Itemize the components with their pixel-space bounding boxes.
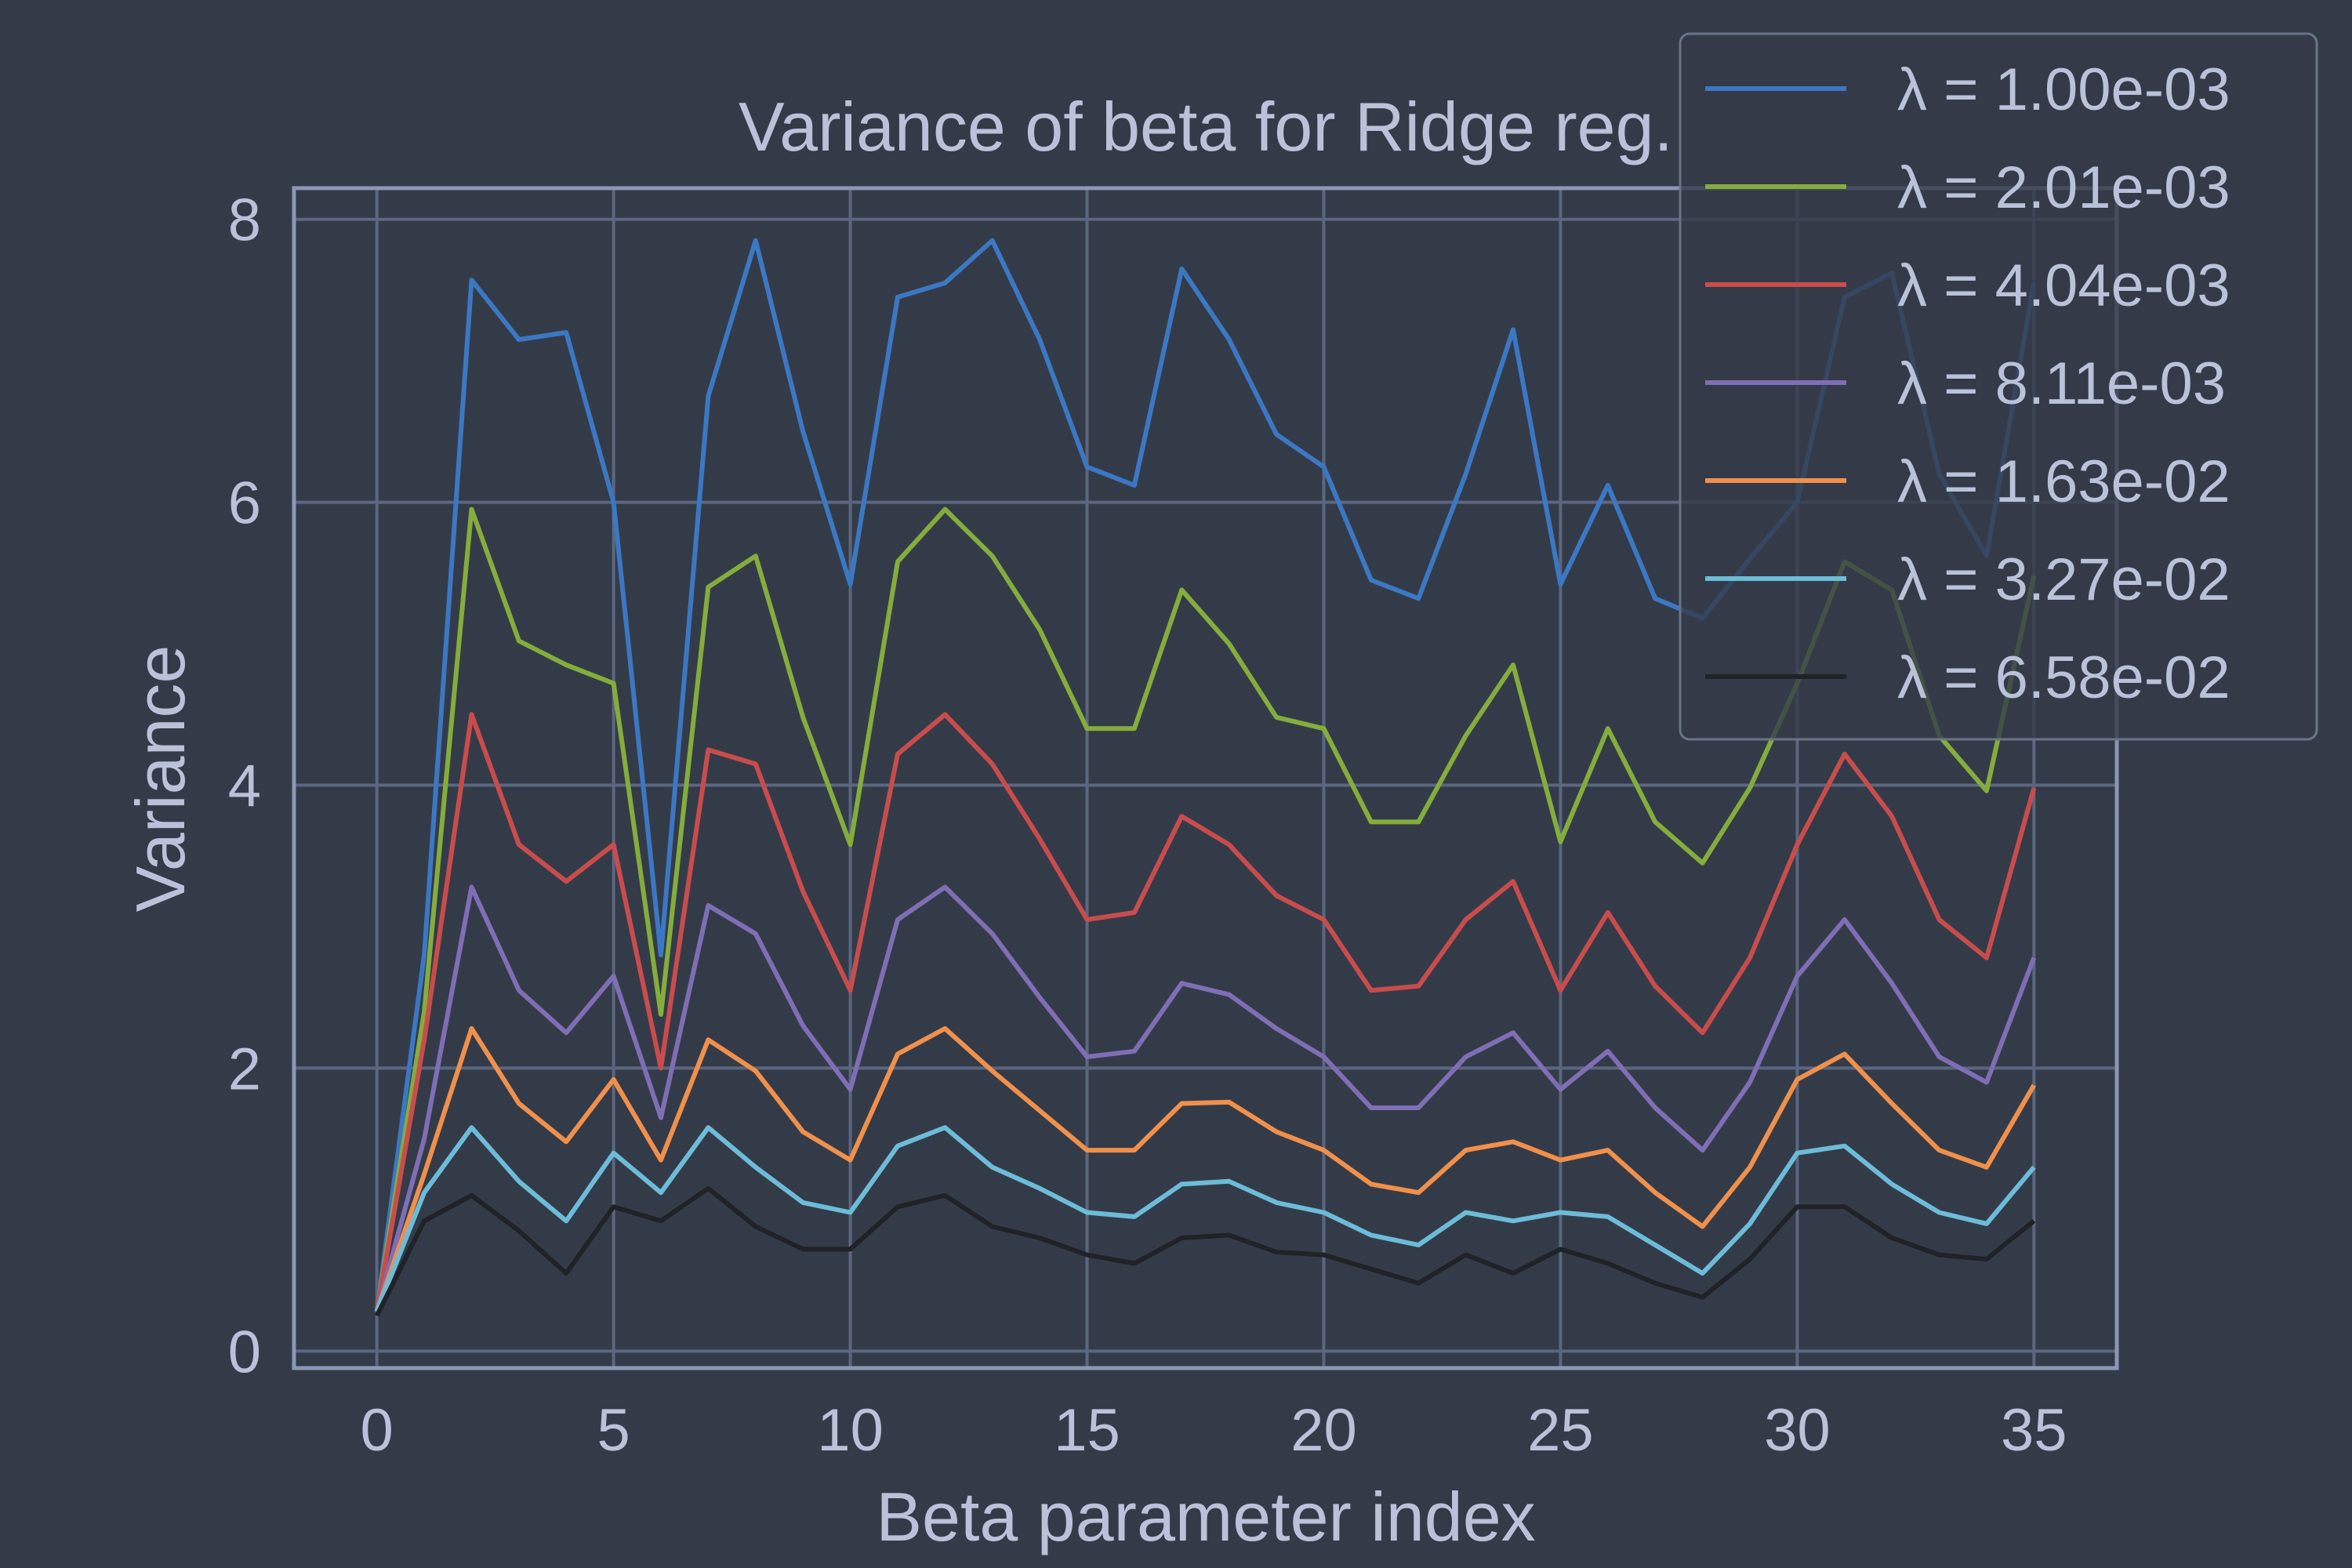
y-tick-label: 4 xyxy=(228,753,261,820)
legend-label-3: λ = 4.04e-03 xyxy=(1897,252,2230,319)
legend-label-7: λ = 6.58e-02 xyxy=(1897,644,2230,711)
series-line-7 xyxy=(375,1185,2036,1317)
plot-frame xyxy=(292,186,2119,1370)
y-tick-label: 2 xyxy=(228,1036,261,1102)
legend-label-5: λ = 1.63e-02 xyxy=(1897,448,2230,515)
x-tick-label: 5 xyxy=(597,1397,630,1464)
series-lines xyxy=(374,238,2037,1317)
x-tick-label: 0 xyxy=(361,1397,394,1464)
y-tick-label: 0 xyxy=(228,1319,261,1385)
legend-label-4: λ = 8.11e-03 xyxy=(1897,350,2226,417)
legend-label-6: λ = 3.27e-02 xyxy=(1897,546,2230,613)
legend-label-1: λ = 1.00e-03 xyxy=(1897,56,2230,123)
x-tick-label: 35 xyxy=(2001,1397,2067,1464)
legend-label-2: λ = 2.01e-03 xyxy=(1897,154,2230,221)
series-line-5 xyxy=(374,1025,2036,1312)
legend-box xyxy=(1679,32,2318,741)
x-axis-label: Beta parameter index xyxy=(876,1478,1535,1555)
series-line-3 xyxy=(374,712,2037,1312)
series-line-4 xyxy=(374,884,2037,1312)
x-tick-label: 25 xyxy=(1527,1397,1594,1464)
y-tick-label: 6 xyxy=(228,470,261,537)
y-tick-labels: 0 2 4 6 8 xyxy=(228,187,261,1386)
y-axis-label: Variance xyxy=(122,645,199,913)
chart-title: Variance of beta for Ridge reg. xyxy=(739,88,1673,165)
y-tick-label: 8 xyxy=(228,187,261,254)
x-tick-label: 30 xyxy=(1764,1397,1831,1464)
x-tick-label: 15 xyxy=(1054,1397,1120,1464)
x-tick-label: 10 xyxy=(817,1397,884,1464)
x-tick-labels: 0 5 10 15 20 25 30 35 xyxy=(361,1397,2067,1464)
series-line-2 xyxy=(374,506,2037,1312)
legend: λ = 1.00e-03 λ = 2.01e-03 λ = 4.04e-03 λ = … xyxy=(1679,32,2318,741)
series-line-6 xyxy=(374,1125,2036,1312)
x-tick-label: 20 xyxy=(1290,1397,1357,1464)
